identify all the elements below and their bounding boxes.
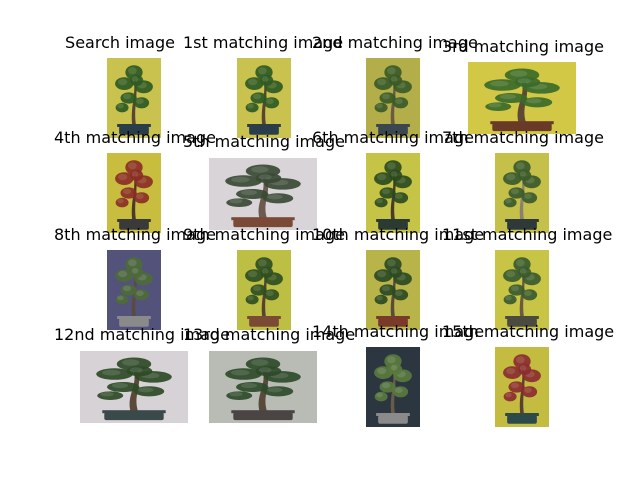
panel-title: 8th matching image bbox=[54, 225, 216, 244]
bonsai-photo bbox=[237, 58, 291, 138]
bonsai-photo bbox=[107, 153, 161, 233]
panel-match-15: 15th matching image bbox=[442, 322, 615, 427]
panel-title: 1st matching image bbox=[183, 33, 344, 52]
panel-title: 4th matching image bbox=[54, 128, 216, 147]
bonsai-photo bbox=[209, 158, 317, 230]
panel-match-5: 5th matching image bbox=[183, 132, 345, 231]
panel-title: 6th matching image bbox=[312, 128, 474, 147]
thumbnail-image bbox=[107, 58, 161, 138]
panel-title: 3rd matching image bbox=[442, 37, 604, 56]
thumbnail-image bbox=[495, 347, 549, 427]
panel-search-image: Search image bbox=[40, 33, 200, 138]
panel-match-2: 2nd matching image bbox=[312, 33, 478, 138]
panel-match-14: 14th matching image bbox=[312, 322, 485, 427]
panel-match-9: 9th matching image bbox=[183, 225, 345, 330]
thumbnail-image bbox=[495, 153, 549, 233]
panel-title: 11st matching image bbox=[442, 225, 613, 244]
panel-title: 12nd matching image bbox=[54, 325, 231, 344]
thumbnail-image bbox=[468, 62, 576, 134]
panel-match-7: 7th matching image bbox=[442, 128, 604, 233]
bonsai-photo bbox=[237, 250, 291, 330]
thumbnail-image bbox=[80, 351, 188, 423]
bonsai-photo bbox=[495, 347, 549, 427]
thumbnail-image bbox=[366, 347, 420, 427]
thumbnail-image bbox=[209, 351, 317, 423]
panel-match-1: 1st matching image bbox=[183, 33, 344, 138]
panel-match-3: 3rd matching image bbox=[442, 36, 604, 134]
thumbnail-image bbox=[209, 158, 317, 230]
thumbnail-image bbox=[495, 250, 549, 330]
panel-title: 14th matching image bbox=[312, 322, 485, 341]
panel-title: 10th matching image bbox=[312, 225, 485, 244]
thumbnail-image bbox=[107, 153, 161, 233]
thumbnail-image bbox=[237, 250, 291, 330]
panel-match-8: 8th matching image bbox=[54, 225, 216, 330]
bonsai-photo bbox=[495, 250, 549, 330]
bonsai-photo bbox=[209, 351, 317, 423]
panel-title: 5th matching image bbox=[183, 132, 345, 151]
bonsai-photo bbox=[495, 153, 549, 233]
panel-match-12: 12nd matching image bbox=[54, 325, 231, 424]
bonsai-photo bbox=[468, 62, 576, 134]
bonsai-photo bbox=[107, 250, 161, 330]
panel-title: Search image bbox=[65, 33, 175, 52]
bonsai-photo bbox=[366, 250, 420, 330]
thumbnail-image bbox=[366, 250, 420, 330]
thumbnail-image bbox=[237, 58, 291, 138]
panel-title: 7th matching image bbox=[442, 128, 604, 147]
panel-title: 15th matching image bbox=[442, 322, 615, 341]
panel-match-13: 13rd matching image bbox=[183, 325, 356, 424]
thumbnail-image bbox=[366, 153, 420, 233]
bonsai-photo bbox=[107, 58, 161, 138]
panel-title: 13rd matching image bbox=[183, 325, 356, 344]
bonsai-photo bbox=[366, 58, 420, 138]
panel-match-10: 10th matching image bbox=[312, 225, 485, 330]
panel-match-11: 11st matching image bbox=[442, 225, 613, 330]
panel-match-4: 4th matching image bbox=[54, 128, 216, 233]
bonsai-photo bbox=[80, 351, 188, 423]
bonsai-photo bbox=[366, 347, 420, 427]
panel-title: 2nd matching image bbox=[312, 33, 478, 52]
thumbnail-image bbox=[366, 58, 420, 138]
bonsai-photo bbox=[366, 153, 420, 233]
panel-match-6: 6th matching image bbox=[312, 128, 474, 233]
thumbnail-image bbox=[107, 250, 161, 330]
panel-title: 9th matching image bbox=[183, 225, 345, 244]
